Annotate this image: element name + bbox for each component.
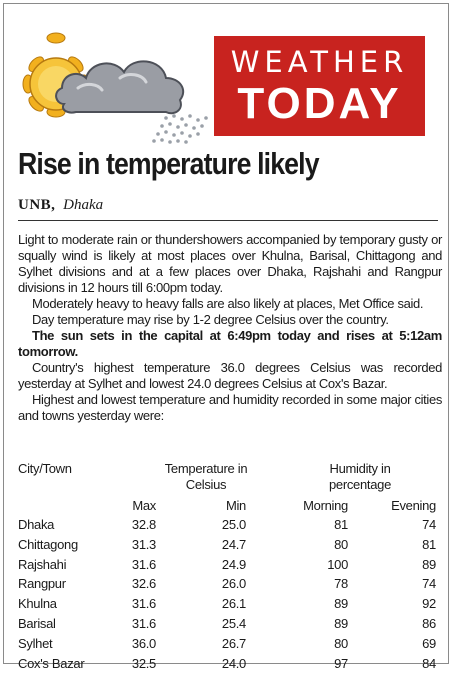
max-cell: 32.6 [131,576,156,592]
max-cell: 31.6 [131,615,156,631]
humidity-header-line2: percentage [328,477,392,492]
temperature-header-line2: Celsius [185,477,227,492]
min-cell: 26.7 [221,635,246,651]
banner-word-today: TODAY [237,79,402,128]
table-body: Dhaka 32.8 25.0 81 74 Chittagong 31.3 24.7 80 81 R… [18,517,442,675]
city-cell: Cox's Bazar [18,655,85,671]
byline: UNB, Dhaka [18,197,438,221]
table-row: Sylhet 36.0 26.7 80 69 [18,636,442,656]
min-cell: 26.0 [221,576,246,592]
evening-cell: 74 [422,517,436,532]
weather-card: WEATHER TODAY Rise in temperature likely… [3,3,449,671]
paragraph: Light to moderate rain or thundershowers… [18,232,442,295]
column-header-max: Max [132,498,156,513]
paragraph-sun-times: The sun sets in the capital at 6:49pm to… [18,328,442,359]
evening-cell: 84 [422,655,436,671]
morning-cell: 89 [334,615,348,631]
morning-cell: 81 [334,517,348,532]
morning-cell: 80 [334,536,348,552]
city-cell: Khulna [18,596,57,612]
column-header-evening: Evening [391,498,436,513]
evening-cell: 86 [422,615,436,631]
min-cell: 24.9 [221,556,246,572]
column-header-min: Min [225,498,246,513]
morning-cell: 80 [334,635,348,651]
max-cell: 31.3 [131,536,156,552]
byline-dateline: Dhaka [63,197,104,213]
evening-cell: 92 [422,596,436,612]
city-cell: Barisal [18,615,56,631]
max-cell: 31.6 [131,596,156,612]
max-cell: 36.0 [131,635,156,651]
weather-table: City/Town Temperature in Celsius Humidit… [18,461,442,675]
min-cell: 24.7 [221,536,246,552]
table-group-header: City/Town Temperature in Celsius Humidit… [18,461,442,498]
table-row: Khulna 31.6 26.1 89 92 [18,596,442,616]
column-group-humidity: Humidity in percentage [308,461,412,493]
article-body: Light to moderate rain or thundershowers… [18,232,442,424]
evening-cell: 81 [422,536,436,552]
column-header-city: City/Town [18,461,72,476]
table-sub-header: Max Min Morning Evening [18,498,442,517]
table-row: Chittagong 31.3 24.7 80 81 [18,537,442,557]
max-cell: 32.5 [131,655,156,671]
evening-cell: 74 [422,576,436,592]
column-header-morning: Morning [303,498,348,513]
table-row: Cox's Bazar 32.5 24.0 97 84 [18,656,442,675]
byline-agency: UNB, [18,197,56,213]
city-cell: Chittagong [18,536,78,552]
evening-cell: 69 [422,635,436,651]
rain-icon [152,114,208,144]
morning-cell: 78 [334,576,348,592]
max-cell: 31.6 [131,556,156,572]
max-cell: 32.8 [131,517,156,532]
sun-cloud-rain-icon [22,32,208,144]
morning-cell: 100 [327,556,348,572]
city-cell: Dhaka [18,517,55,532]
min-cell: 25.0 [221,517,246,532]
table-row: Rangpur 32.6 26.0 78 74 [18,576,442,596]
headline: Rise in temperature likely [18,146,320,181]
cloud-icon [55,60,185,115]
paragraph: Country's highest temperature 36.0 degre… [18,360,442,391]
morning-cell: 89 [334,596,348,612]
banner-word-weather: WEATHER [230,45,409,79]
city-cell: Sylhet [18,635,53,651]
temperature-header-line1: Temperature in [164,461,248,476]
table-row: Rajshahi 31.6 24.9 100 89 [18,557,442,577]
city-cell: Rangpur [18,576,66,592]
paragraph: Highest and lowest temperature and humid… [18,392,442,423]
table-row: Dhaka 32.8 25.0 81 74 [18,517,442,537]
city-cell: Rajshahi [18,556,67,572]
min-cell: 24.0 [221,655,246,671]
humidity-header-line1: Humidity in [329,461,391,476]
table-row: Barisal 31.6 25.4 89 86 [18,616,442,636]
weather-today-banner: WEATHER TODAY [214,36,425,136]
evening-cell: 89 [422,556,436,572]
paragraph: Day temperature may rise by 1-2 degree C… [32,312,389,327]
morning-cell: 97 [334,655,348,671]
column-group-temperature: Temperature in Celsius [144,461,268,493]
min-cell: 26.1 [221,596,246,612]
min-cell: 25.4 [221,615,246,631]
paragraph: Moderately heavy to heavy falls are also… [32,296,424,311]
